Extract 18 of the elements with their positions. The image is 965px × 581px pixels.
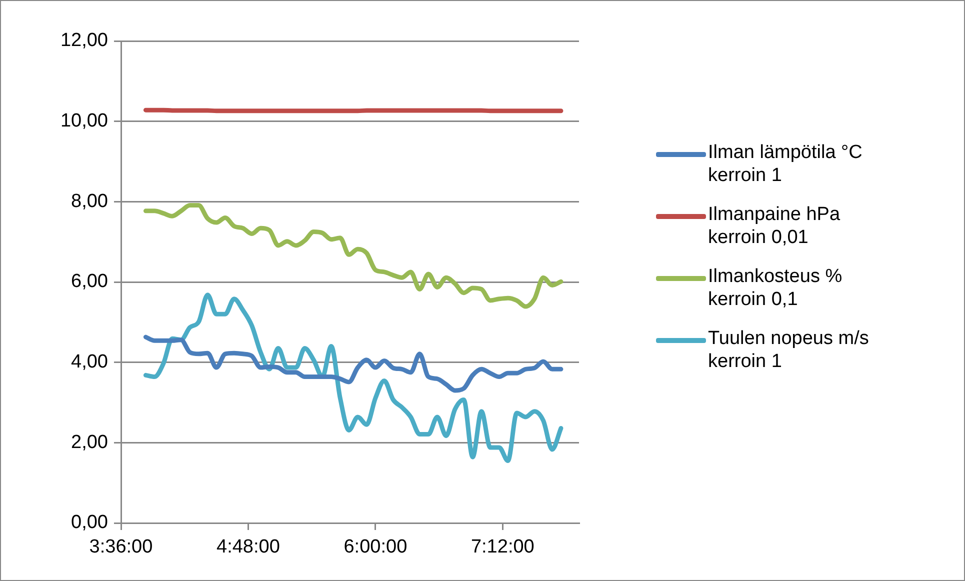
x-tick-label: 7:12:00	[470, 536, 534, 558]
y-tick-label: 0,00	[71, 512, 108, 534]
x-tick-label: 6:00:00	[344, 536, 408, 558]
line-series	[143, 203, 564, 309]
legend-label: Ilmankosteus % kerroin 0,1	[708, 265, 842, 311]
x-tick-label: 3:36:00	[89, 536, 153, 558]
y-tick-label: 2,00	[71, 432, 108, 453]
y-tick-label: 12,00	[60, 30, 108, 52]
line-series	[143, 292, 564, 463]
legend-label: Tuulen nopeus m/s kerroin 1	[708, 327, 869, 373]
y-tick-label: 4,00	[71, 352, 108, 373]
y-tick-label: 8,00	[71, 190, 108, 212]
y-tick-label: 10,00	[60, 110, 108, 132]
y-tick-label: 6,00	[71, 271, 108, 292]
line-series	[143, 334, 564, 393]
legend-label: Ilmanpaine hPa kerroin 0,01	[708, 203, 840, 249]
legend-label: Ilman lämpötila °C kerroin 1	[708, 141, 862, 187]
x-tick-label: 4:48:00	[216, 536, 280, 558]
